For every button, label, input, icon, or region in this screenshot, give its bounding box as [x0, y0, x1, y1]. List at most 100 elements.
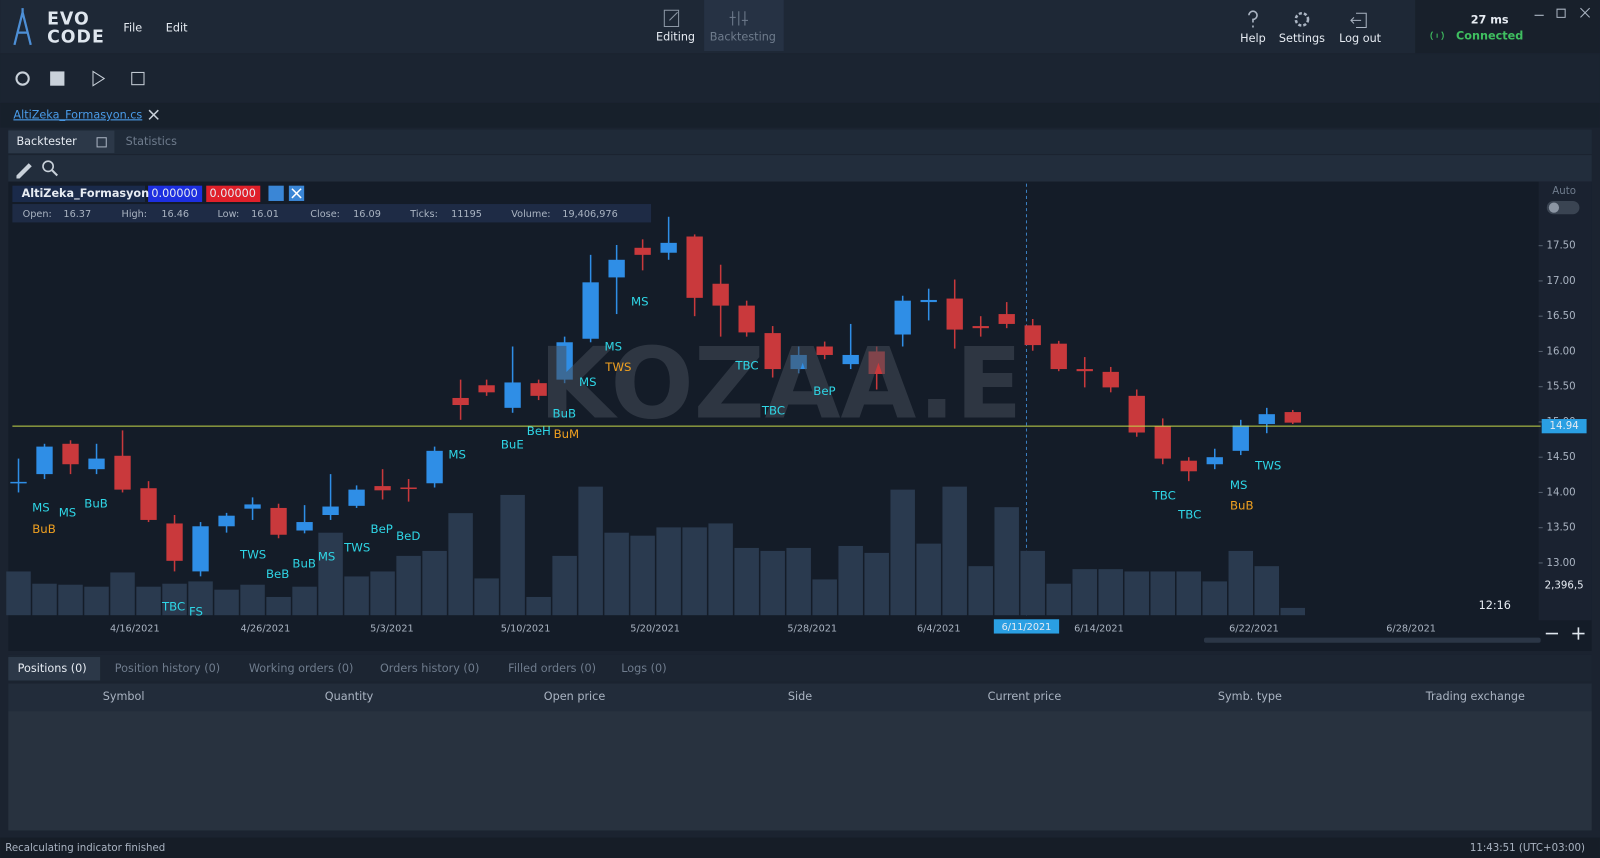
candle-body	[868, 351, 885, 374]
zoom-tool[interactable]	[42, 160, 55, 173]
editing-icon[interactable]	[663, 9, 680, 28]
pattern-label: BeB	[266, 567, 289, 581]
volume-bar	[396, 555, 421, 616]
run-button[interactable]	[92, 70, 106, 87]
volume-bar	[422, 550, 447, 616]
pattern-label: BeP	[371, 522, 393, 536]
candle-body	[790, 354, 807, 370]
menu-item[interactable]: File	[123, 22, 142, 35]
bottom-tab[interactable]: Working orders (0)	[249, 662, 354, 675]
active-bottom-tab	[8, 657, 101, 681]
param-value: 0.00000	[210, 187, 256, 200]
backtesting-icon[interactable]	[729, 11, 748, 26]
candle-body	[998, 314, 1015, 324]
info-label: Low:	[217, 209, 239, 220]
candle-body	[10, 481, 27, 484]
volume-bar	[84, 586, 109, 616]
draw-tool[interactable]	[16, 163, 32, 179]
logout-icon[interactable]	[1350, 12, 1367, 29]
time-label: 12:16	[1479, 599, 1511, 612]
eye-button[interactable]	[268, 185, 284, 201]
volume-bar	[240, 584, 265, 616]
candle-body	[1258, 414, 1275, 425]
y-tick-label: 17.00	[1546, 276, 1575, 287]
pattern-label: TWS	[239, 547, 266, 561]
window-controls[interactable]	[1534, 7, 1591, 18]
volume-bar	[734, 547, 759, 616]
bottom-tab[interactable]: Positions (0)	[18, 662, 87, 675]
pattern-label: BuB	[84, 496, 108, 510]
column-header[interactable]: Side	[788, 690, 812, 703]
pattern-label: MS	[1230, 478, 1248, 492]
volume-bar	[708, 523, 733, 616]
file-tab[interactable]: AltiZeka_Formasyon.cs	[13, 108, 142, 121]
column-header[interactable]: Open price	[544, 690, 606, 703]
y-tick-label: 17.50	[1546, 241, 1575, 252]
volume-bar	[500, 494, 525, 616]
volume-bar	[292, 586, 317, 616]
candle-body	[140, 488, 157, 520]
volume-bar	[578, 486, 603, 616]
build-button[interactable]	[15, 71, 30, 86]
candle-body	[114, 455, 131, 490]
mode-tab[interactable]: Backtesting	[710, 31, 776, 44]
column-header[interactable]: Quantity	[325, 690, 374, 703]
indicator-name: AltiZeka_Formasyon	[22, 187, 150, 200]
pattern-label: MS	[605, 339, 623, 353]
bottom-tab[interactable]: Orders history (0)	[380, 662, 479, 675]
panel-tab[interactable]: Backtester	[16, 135, 77, 148]
info-value: 16.09	[353, 209, 381, 220]
bottom-tab[interactable]: Filled orders (0)	[508, 662, 596, 675]
column-header[interactable]: Symbol	[103, 690, 145, 703]
candle-body	[608, 259, 625, 278]
table-header	[8, 683, 1592, 712]
action-button[interactable]: Log out	[1339, 32, 1382, 45]
column-header[interactable]: Current price	[988, 690, 1062, 703]
pattern-label: BeP	[813, 384, 835, 398]
info-value: 16.37	[63, 209, 91, 220]
close-icon	[291, 188, 302, 199]
close-tab-button[interactable]	[148, 109, 159, 120]
candle-body	[712, 283, 729, 306]
candle-body	[1206, 457, 1223, 465]
bottom-tab[interactable]: Logs (0)	[621, 662, 666, 675]
volume-bar	[942, 486, 967, 616]
pattern-label: MS	[631, 294, 649, 308]
connection-status: Connected	[1456, 30, 1523, 43]
candle-body	[296, 522, 313, 531]
panel-tab[interactable]: Statistics	[126, 135, 177, 148]
column-header[interactable]: Symb. type	[1218, 690, 1282, 703]
volume-bar	[630, 535, 655, 616]
stop-button[interactable]	[131, 71, 145, 86]
zoom-buttons[interactable]	[1545, 627, 1585, 640]
menu-item[interactable]: Edit	[166, 22, 188, 35]
column-header[interactable]: Trading exchange	[1425, 690, 1525, 703]
help-icon[interactable]	[1248, 10, 1258, 28]
candle-body	[1024, 325, 1041, 346]
settings-icon[interactable]	[1294, 11, 1310, 27]
pattern-label: MS	[448, 448, 466, 462]
x-tick-label: 4/26/2021	[241, 623, 291, 634]
action-button[interactable]: Help	[1240, 32, 1266, 45]
action-button[interactable]: Settings	[1279, 32, 1325, 45]
title-bar	[0, 0, 1600, 54]
candle-body	[218, 515, 235, 527]
pattern-label: TWS	[1254, 459, 1281, 473]
bottom-tab[interactable]: Position history (0)	[115, 662, 220, 675]
info-value: 11195	[451, 209, 482, 220]
candle-body	[1180, 460, 1197, 472]
scrollbar[interactable]	[1204, 637, 1541, 643]
auto-label[interactable]: Auto	[1552, 186, 1576, 197]
candle-body	[374, 486, 391, 491]
volume-bar	[214, 589, 239, 616]
mode-tab[interactable]: Editing	[656, 31, 695, 44]
console-button[interactable]	[50, 71, 65, 86]
candle-body	[348, 489, 365, 506]
pattern-label: MS	[32, 501, 50, 515]
logo-icon	[13, 8, 32, 46]
volume-bar	[370, 571, 395, 616]
toggle-knob	[1548, 202, 1560, 213]
zoom-tool-handle	[51, 169, 59, 177]
volume-bar	[604, 532, 629, 616]
maximize-button[interactable]	[96, 137, 107, 148]
